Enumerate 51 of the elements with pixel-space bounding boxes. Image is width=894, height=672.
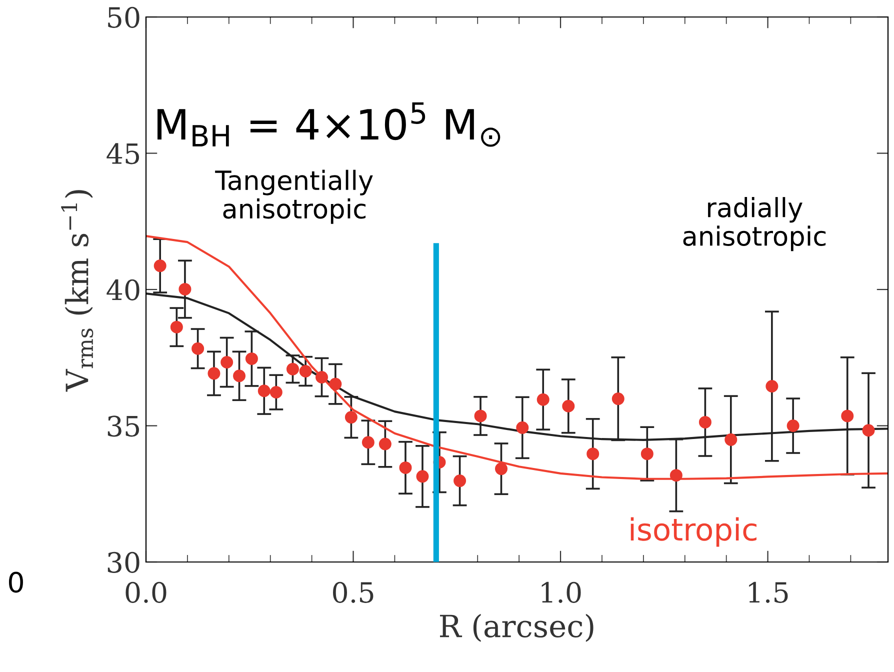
point [178,282,192,296]
point [270,386,282,398]
point [474,410,487,422]
point [724,433,738,446]
point [766,380,778,392]
point [192,342,204,355]
point [170,320,183,334]
y-tick-label: 30 [108,552,140,573]
point [208,367,220,380]
point [154,260,166,272]
point [670,469,682,482]
point [233,370,246,382]
point [362,436,374,449]
annotation: radially anisotropic [683,197,826,252]
point [299,365,312,378]
point [562,400,575,412]
point [586,448,600,460]
point [536,393,550,406]
point [416,470,429,483]
point [344,411,358,424]
x-axis-title: R (arcsec) [440,614,594,642]
series-label: isotropic [630,517,756,547]
x-tick-label: 1.0 [542,582,581,603]
text: 0 [8,572,23,593]
y-axis-title: V$_{rms}$ (km s$^{−1}$) [61,190,94,392]
point [399,461,412,474]
point [316,370,328,384]
y-tick-label: 35 [108,416,139,437]
x-tick-label: 1.5 [749,582,788,603]
point [454,474,466,488]
point [841,410,854,422]
point [286,362,299,376]
annotation: Tangentially anisotropic [215,170,373,224]
x-tick-label: 0.0 [126,582,166,603]
point [495,462,508,476]
y-tick-label: 40 [106,279,140,300]
point [378,438,392,450]
x-tick-label: 0.5 [333,582,374,603]
point [516,421,529,434]
point [329,378,342,390]
annotation: M$_{BH}$ = 4×10$^{5}$ M$_{⊙}$ [158,102,500,147]
point [862,424,875,437]
point [220,356,234,369]
point [258,384,270,398]
y-tick-label: 50 [108,6,140,28]
point [786,420,800,432]
y-tick-label: 45 [106,143,139,164]
point [245,352,258,365]
point [640,448,654,460]
point [612,392,624,406]
point [698,416,712,428]
